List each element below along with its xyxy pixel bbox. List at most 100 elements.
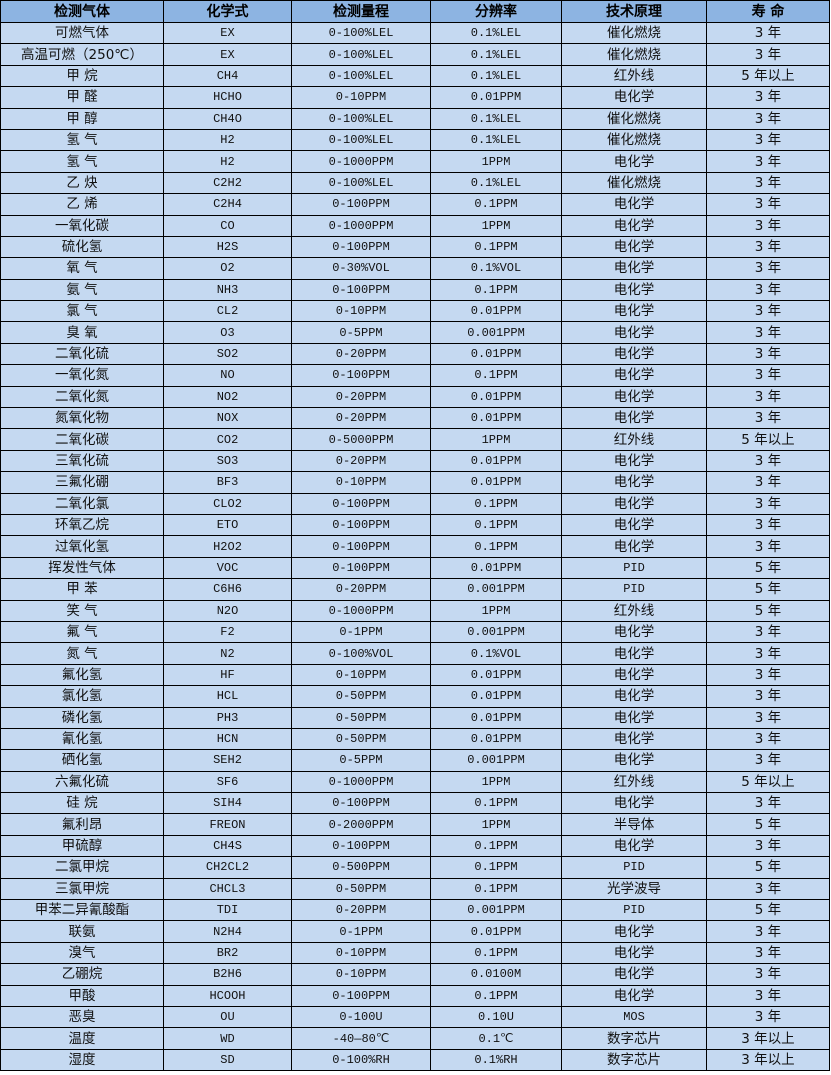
- table-row: 氟化氢 HF 0-10PPM 0.01PPM 电化学 3 年: [0, 663, 830, 687]
- principle-cell: 数字芯片: [561, 1048, 707, 1072]
- formula-cell: HCOOH: [163, 984, 292, 1007]
- resolution-cell: 1PPM: [430, 813, 562, 836]
- gas-name-cell: 乙硼烷: [0, 963, 164, 986]
- resolution-cell: 0.01PPM: [430, 727, 562, 751]
- formula-cell: HCHO: [163, 86, 292, 109]
- table-row: 温度 WD -40—80℃ 0.1℃ 数字芯片 3 年以上: [0, 1027, 830, 1050]
- table-row: 一氧化碳 CO 0-1000PPM 1PPM 电化学 3 年: [0, 214, 830, 237]
- formula-cell: CO: [163, 214, 292, 237]
- table-row: 三氟化硼 BF3 0-10PPM 0.01PPM 电化学 3 年: [0, 471, 830, 494]
- header-principle: 技术原理: [561, 0, 707, 23]
- gas-name-cell: 氟 气: [0, 620, 164, 644]
- table-row: 三氧化硫 SO3 0-20PPM 0.01PPM 电化学 3 年: [0, 449, 830, 473]
- lifespan-cell: 3 年: [706, 214, 830, 237]
- table-row: 硫化氢 H2S 0-100PPM 0.1PPM 电化学 3 年: [0, 235, 830, 259]
- resolution-cell: 0.1%LEL: [430, 128, 562, 152]
- resolution-cell: 0.1PPM: [430, 364, 562, 387]
- gas-name-cell: 硒化氢: [0, 749, 164, 772]
- range-cell: 0-20PPM: [291, 899, 431, 922]
- gas-name-cell: 溴气: [0, 941, 164, 965]
- resolution-cell: 0.01PPM: [430, 449, 562, 473]
- principle-cell: 电化学: [561, 727, 707, 751]
- principle-cell: 电化学: [561, 150, 707, 173]
- lifespan-cell: 3 年: [706, 449, 830, 473]
- table-row: 二氧化氮 NO2 0-20PPM 0.01PPM 电化学 3 年: [0, 385, 830, 409]
- formula-cell: HF: [163, 663, 292, 687]
- formula-cell: N2O: [163, 599, 292, 622]
- principle-cell: 电化学: [561, 86, 707, 109]
- range-cell: 0-100PPM: [291, 556, 431, 580]
- range-cell: 0-100U: [291, 1005, 431, 1029]
- range-cell: 0-100%LEL: [291, 21, 431, 45]
- resolution-cell: 0.1%LEL: [430, 43, 562, 66]
- lifespan-cell: 3 年: [706, 257, 830, 280]
- resolution-cell: 0.01PPM: [430, 685, 562, 708]
- table-row: 笑 气 N2O 0-1000PPM 1PPM 红外线 5 年: [0, 599, 830, 622]
- principle-cell: MOS: [561, 1005, 707, 1029]
- lifespan-cell: 3 年: [706, 620, 830, 644]
- principle-cell: 红外线: [561, 64, 707, 88]
- resolution-cell: 0.01PPM: [430, 300, 562, 323]
- resolution-cell: 0.1PPM: [430, 535, 562, 558]
- gas-name-cell: 氢 气: [0, 150, 164, 173]
- range-cell: 0-100PPM: [291, 364, 431, 387]
- resolution-cell: 1PPM: [430, 770, 562, 794]
- range-cell: 0-100PPM: [291, 513, 431, 537]
- resolution-cell: 0.1%VOL: [430, 257, 562, 280]
- range-cell: 0-10PPM: [291, 471, 431, 494]
- lifespan-cell: 3 年: [706, 128, 830, 152]
- gas-name-cell: 氢 气: [0, 128, 164, 152]
- formula-cell: CH4: [163, 64, 292, 88]
- gas-name-cell: 甲硫醇: [0, 834, 164, 858]
- gas-name-cell: 氮 气: [0, 642, 164, 665]
- lifespan-cell: 5 年以上: [706, 770, 830, 794]
- lifespan-cell: 3 年: [706, 642, 830, 665]
- table-row: 氢 气 H2 0-1000PPM 1PPM 电化学 3 年: [0, 150, 830, 173]
- principle-cell: 电化学: [561, 492, 707, 515]
- lifespan-cell: 3 年: [706, 727, 830, 751]
- formula-cell: ETO: [163, 513, 292, 537]
- principle-cell: 光学波导: [561, 877, 707, 901]
- lifespan-cell: 3 年: [706, 877, 830, 901]
- table-row: 湿度 SD 0-100%RH 0.1%RH 数字芯片 3 年以上: [0, 1048, 830, 1072]
- table-row: 乙 炔 C2H2 0-100%LEL 0.1%LEL 催化燃烧 3 年: [0, 171, 830, 195]
- principle-cell: 电化学: [561, 706, 707, 729]
- gas-name-cell: 甲 醇: [0, 107, 164, 130]
- table-row: 二氯甲烷 CH2CL2 0-500PPM 0.1PPM PID 5 年: [0, 856, 830, 879]
- formula-cell: BR2: [163, 941, 292, 965]
- principle-cell: 电化学: [561, 214, 707, 237]
- formula-cell: C6H6: [163, 578, 292, 601]
- lifespan-cell: 3 年: [706, 21, 830, 45]
- lifespan-cell: 5 年: [706, 856, 830, 879]
- table-row: 过氧化氢 H2O2 0-100PPM 0.1PPM 电化学 3 年: [0, 535, 830, 558]
- formula-cell: CH2CL2: [163, 856, 292, 879]
- table-row: 甲硫醇 CH4S 0-100PPM 0.1PPM 电化学 3 年: [0, 834, 830, 858]
- lifespan-cell: 3 年: [706, 321, 830, 344]
- formula-cell: CH4S: [163, 834, 292, 858]
- table-row: 氢 气 H2 0-100%LEL 0.1%LEL 催化燃烧 3 年: [0, 128, 830, 152]
- gas-name-cell: 二氧化碳: [0, 428, 164, 451]
- range-cell: 0-2000PPM: [291, 813, 431, 836]
- lifespan-cell: 3 年: [706, 685, 830, 708]
- range-cell: 0-1000PPM: [291, 770, 431, 794]
- range-cell: 0-5PPM: [291, 321, 431, 344]
- lifespan-cell: 3 年: [706, 535, 830, 558]
- formula-cell: N2H4: [163, 920, 292, 943]
- principle-cell: PID: [561, 899, 707, 922]
- table-row: 臭 氧 O3 0-5PPM 0.001PPM 电化学 3 年: [0, 321, 830, 344]
- table-row: 甲 醛 HCHO 0-10PPM 0.01PPM 电化学 3 年: [0, 86, 830, 109]
- gas-name-cell: 氧 气: [0, 257, 164, 280]
- gas-name-cell: 笑 气: [0, 599, 164, 622]
- lifespan-cell: 3 年: [706, 749, 830, 772]
- table-row: 环氧乙烷 ETO 0-100PPM 0.1PPM 电化学 3 年: [0, 513, 830, 537]
- principle-cell: 催化燃烧: [561, 43, 707, 66]
- principle-cell: 红外线: [561, 599, 707, 622]
- table-row: 氮氧化物 NOX 0-20PPM 0.01PPM 电化学 3 年: [0, 407, 830, 430]
- lifespan-cell: 5 年: [706, 899, 830, 922]
- principle-cell: 电化学: [561, 407, 707, 430]
- gas-name-cell: 甲 烷: [0, 64, 164, 88]
- range-cell: 0-10PPM: [291, 963, 431, 986]
- formula-cell: SIH4: [163, 792, 292, 815]
- resolution-cell: 0.1PPM: [430, 278, 562, 302]
- table-row: 硅 烷 SIH4 0-100PPM 0.1PPM 电化学 3 年: [0, 792, 830, 815]
